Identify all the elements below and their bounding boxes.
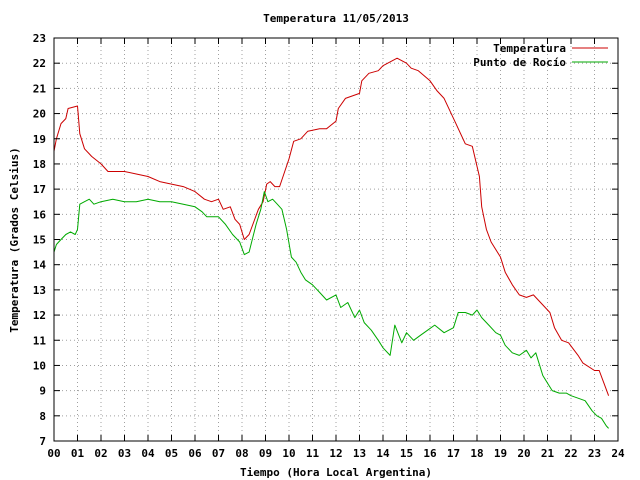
legend-label-punto-de-rocio: Punto de Rocío bbox=[473, 56, 566, 69]
x-tick-label: 01 bbox=[71, 447, 85, 460]
chart-title: Temperatura 11/05/2013 bbox=[263, 12, 409, 25]
x-tick-label: 22 bbox=[564, 447, 577, 460]
x-tick-label: 16 bbox=[423, 447, 437, 460]
y-tick-label: 13 bbox=[33, 284, 46, 297]
legend-label-temperatura: Temperatura bbox=[493, 42, 566, 55]
x-tick-label: 18 bbox=[470, 447, 483, 460]
y-tick-labels: 7 8 9 10 11 12 13 14 15 16 17 18 19 20 21 22 23 bbox=[33, 32, 47, 448]
y-tick-label: 11 bbox=[33, 334, 47, 347]
x-tick-label: 11 bbox=[306, 447, 320, 460]
x-tick-label: 20 bbox=[517, 447, 530, 460]
series-layer bbox=[53, 57, 610, 429]
ticks bbox=[53, 37, 619, 442]
x-tick-label: 21 bbox=[541, 447, 555, 460]
x-tick-label: 09 bbox=[259, 447, 272, 460]
x-tick-label: 12 bbox=[329, 447, 342, 460]
x-tick-label: 15 bbox=[400, 447, 413, 460]
y-tick-label: 9 bbox=[39, 385, 46, 398]
x-tick-label: 04 bbox=[141, 447, 155, 460]
y-tick-label: 8 bbox=[39, 410, 46, 423]
x-tick-label: 00 bbox=[47, 447, 60, 460]
y-tick-label: 21 bbox=[33, 82, 47, 95]
y-tick-label: 20 bbox=[33, 108, 46, 121]
x-tick-label: 05 bbox=[165, 447, 178, 460]
x-tick-label: 06 bbox=[188, 447, 202, 460]
y-tick-label: 7 bbox=[39, 435, 46, 448]
y-tick-label: 19 bbox=[33, 133, 46, 146]
x-tick-labels: 00 01 02 03 04 05 06 07 08 09 10 11 12 13 14 15 16 17 18 19… bbox=[47, 447, 625, 460]
x-tick-label: 10 bbox=[282, 447, 295, 460]
y-tick-label: 15 bbox=[33, 234, 46, 247]
x-tick-label: 17 bbox=[447, 447, 460, 460]
y-tick-label: 10 bbox=[33, 359, 46, 372]
x-tick-label: 19 bbox=[494, 447, 507, 460]
x-tick-label: 13 bbox=[353, 447, 366, 460]
y-tick-label: 22 bbox=[33, 57, 46, 70]
x-tick-label: 23 bbox=[588, 447, 601, 460]
legend: Temperatura Punto de Rocío bbox=[473, 42, 608, 69]
grid bbox=[54, 38, 618, 441]
x-tick-label: 02 bbox=[94, 447, 107, 460]
x-tick-label: 14 bbox=[376, 447, 390, 460]
x-tick-label: 03 bbox=[118, 447, 131, 460]
series-line-temperatura bbox=[53, 57, 610, 396]
x-tick-label: 07 bbox=[212, 447, 225, 460]
x-tick-label: 08 bbox=[235, 447, 248, 460]
y-tick-label: 12 bbox=[33, 309, 46, 322]
y-tick-label: 17 bbox=[33, 183, 46, 196]
x-tick-label: 24 bbox=[611, 447, 625, 460]
y-axis-label: Temperatura (Grados Celsius) bbox=[8, 147, 21, 332]
y-tick-label: 18 bbox=[33, 158, 46, 171]
y-tick-label: 14 bbox=[33, 259, 47, 272]
y-tick-label: 16 bbox=[33, 208, 47, 221]
y-tick-label: 23 bbox=[33, 32, 46, 45]
x-axis-label: Tiempo (Hora Local Argentina) bbox=[240, 466, 432, 479]
series-line-punto-de-rocio bbox=[53, 191, 609, 429]
